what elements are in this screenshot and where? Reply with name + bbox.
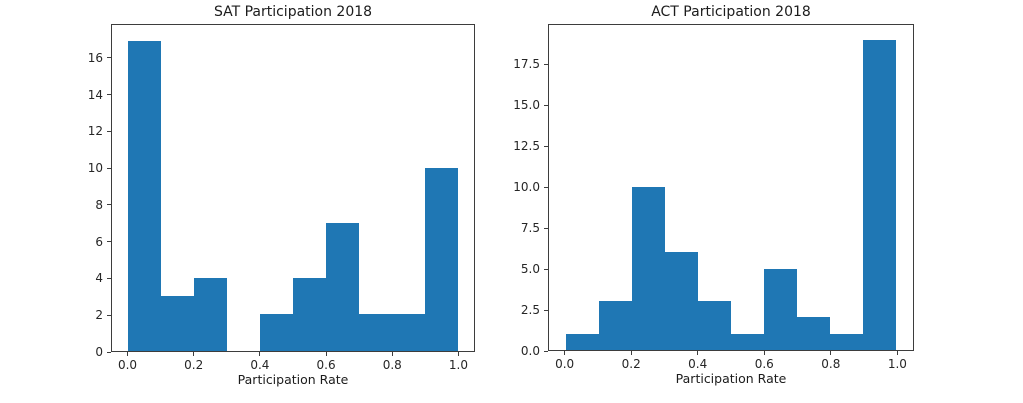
- chart-title: SAT Participation 2018: [213, 4, 373, 20]
- plot-area: [548, 24, 914, 351]
- x-tick-mark: [763, 351, 765, 355]
- x-tick-mark: [830, 351, 832, 355]
- histogram-bar: [598, 301, 632, 350]
- y-tick-mark: [107, 277, 111, 279]
- y-tick-label: 6: [95, 234, 103, 249]
- y-tick-label: 14: [87, 87, 103, 102]
- x-tick-mark: [697, 351, 699, 355]
- x-tick-label: 0.0: [555, 357, 575, 371]
- x-tick-mark: [127, 352, 129, 356]
- x-tick-label: 0.6: [754, 357, 774, 371]
- histogram-bar: [424, 168, 458, 351]
- y-tick-label: 0: [95, 345, 103, 359]
- x-tick-mark: [564, 351, 566, 355]
- x-axis-label: Participation Rate: [675, 371, 787, 386]
- x-tick-mark: [193, 352, 195, 356]
- y-tick-mark: [544, 63, 548, 65]
- x-tick-mark: [630, 351, 632, 355]
- x-tick-label: 0.0: [117, 358, 138, 372]
- histogram-bar: [260, 314, 293, 351]
- y-tick-mark: [107, 351, 111, 353]
- y-tick-label: 0.0: [520, 344, 540, 358]
- histogram-bar: [565, 333, 599, 350]
- histogram-bar: [731, 333, 765, 350]
- histogram-bar: [764, 268, 798, 350]
- x-axis-label: Participation Rate: [237, 372, 349, 387]
- histogram-bar: [863, 40, 897, 350]
- y-tick-label: 12: [87, 124, 103, 139]
- y-tick-label: 7.5: [520, 221, 540, 236]
- histogram-bar: [830, 333, 864, 350]
- y-tick-label: 17.5: [513, 57, 540, 72]
- histogram-bar: [293, 277, 326, 351]
- y-tick-mark: [107, 167, 111, 169]
- x-tick-label: 0.2: [184, 358, 204, 372]
- y-tick-label: 16: [87, 50, 103, 65]
- histogram-bar: [664, 252, 698, 350]
- y-tick-label: 10: [87, 161, 103, 176]
- y-tick-label: 12.5: [513, 139, 540, 154]
- x-tick-label: 1.0: [448, 358, 468, 372]
- x-tick-label: 0.4: [688, 357, 708, 371]
- x-tick-mark: [259, 352, 261, 356]
- histogram-bar: [325, 223, 359, 351]
- y-tick-label: 10.0: [513, 180, 540, 195]
- y-tick-mark: [107, 241, 111, 243]
- y-tick-mark: [544, 104, 548, 106]
- x-tick-mark: [457, 352, 459, 356]
- y-tick-mark: [107, 130, 111, 132]
- x-tick-label: 0.4: [250, 358, 270, 372]
- histogram-bar: [631, 187, 665, 350]
- histogram-bar: [194, 277, 228, 351]
- x-tick-mark: [896, 351, 898, 355]
- y-tick-mark: [544, 145, 548, 147]
- y-tick-mark: [107, 314, 111, 316]
- chart-title: ACT Participation 2018: [651, 4, 811, 20]
- y-tick-label: 2: [95, 308, 103, 323]
- x-tick-mark: [391, 352, 393, 356]
- histogram-bar: [697, 301, 731, 350]
- histogram-bar: [797, 317, 831, 350]
- y-tick-mark: [544, 227, 548, 229]
- x-tick-mark: [325, 352, 327, 356]
- x-tick-label: 0.2: [621, 357, 641, 371]
- plot-area: [111, 24, 475, 352]
- histogram-bar: [391, 314, 425, 351]
- y-tick-mark: [544, 268, 548, 270]
- y-tick-mark: [544, 350, 548, 352]
- y-tick-mark: [107, 57, 111, 59]
- x-tick-label: 0.8: [821, 357, 841, 371]
- histogram-bar: [358, 314, 392, 351]
- x-tick-label: 0.8: [382, 358, 402, 372]
- y-tick-mark: [107, 94, 111, 96]
- x-tick-label: 1.0: [887, 357, 907, 371]
- x-tick-label: 0.6: [316, 358, 336, 372]
- y-tick-label: 4: [95, 271, 103, 286]
- y-tick-label: 8: [95, 197, 103, 212]
- y-tick-mark: [544, 309, 548, 311]
- y-tick-label: 2.5: [520, 303, 540, 318]
- y-tick-label: 15.0: [513, 98, 540, 113]
- y-tick-mark: [107, 204, 111, 206]
- y-tick-mark: [544, 186, 548, 188]
- histogram-bar: [161, 296, 195, 351]
- histogram-bar: [128, 40, 162, 351]
- y-tick-label: 5.0: [520, 262, 540, 277]
